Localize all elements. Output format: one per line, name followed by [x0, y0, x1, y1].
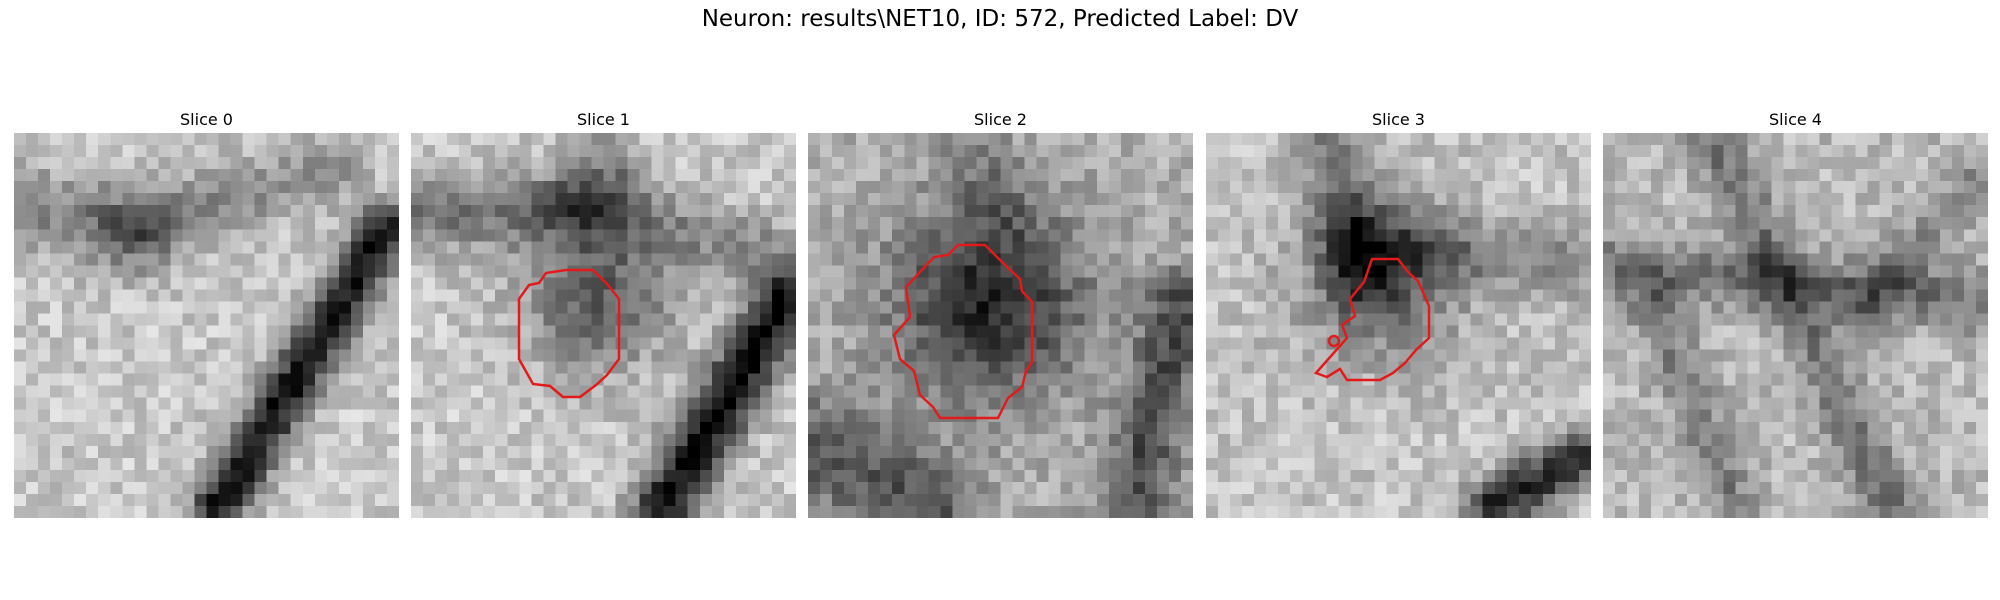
- slice-1-canvas: [411, 133, 796, 518]
- slice-3-title: Slice 3: [1372, 110, 1425, 129]
- slice-0-title: Slice 0: [180, 110, 233, 129]
- slice-1-image: [411, 133, 796, 518]
- slice-3-contour: [1313, 257, 1431, 382]
- slice-3-contour-dot: [1327, 334, 1341, 348]
- slice-0-image: [14, 133, 399, 518]
- slice-2-image: [808, 133, 1193, 518]
- slice-3-image: [1206, 133, 1591, 518]
- slice-3-contour-line: [1313, 257, 1431, 382]
- slice-4-canvas: [1603, 133, 1988, 518]
- figure-title: Neuron: results\NET10, ID: 572, Predicte…: [701, 6, 1299, 32]
- slice-1-title: Slice 1: [577, 110, 630, 129]
- slice-1-contour: [517, 268, 621, 399]
- slice-2-contour: [892, 243, 1034, 420]
- slice-4-title: Slice 4: [1769, 110, 1822, 129]
- slice-2-contour-line: [892, 243, 1034, 420]
- slice-2-canvas: [808, 133, 1193, 518]
- slice-2-title: Slice 2: [974, 110, 1027, 129]
- slice-4-image: [1603, 133, 1988, 518]
- slice-0-canvas: [14, 133, 399, 518]
- slice-3-canvas: [1206, 133, 1591, 518]
- slice-1-contour-line: [517, 268, 621, 399]
